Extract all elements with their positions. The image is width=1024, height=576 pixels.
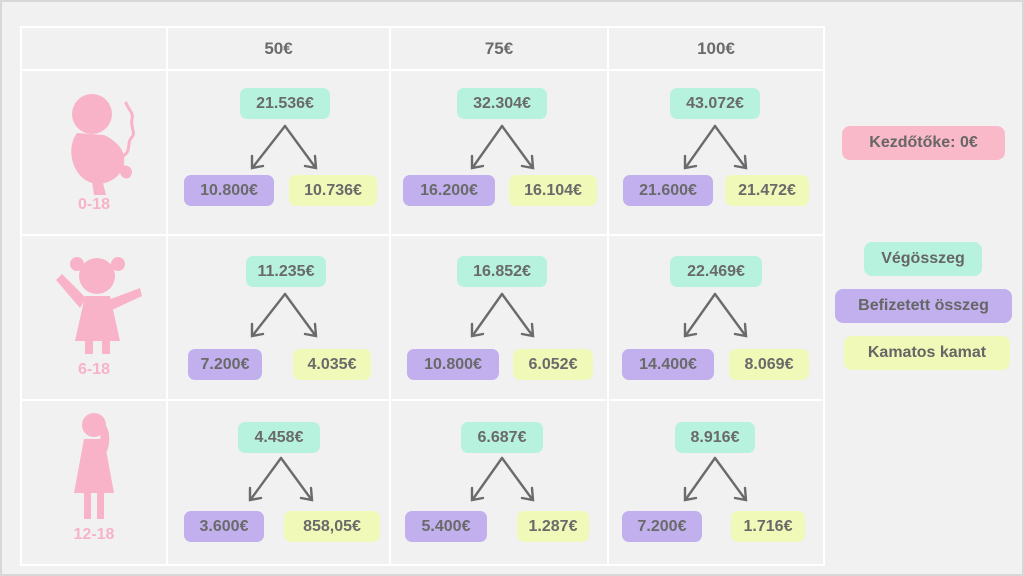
table-row-6-18: 6-18 11.235€ 7.200€ 4.035€ 16.852€ xyxy=(20,234,825,401)
paid-pill: 21.600€ xyxy=(623,175,713,206)
interest-pill: 21.472€ xyxy=(725,175,809,206)
interest-pill: 1.716€ xyxy=(731,511,805,542)
paid-pill: 7.200€ xyxy=(622,511,702,542)
paid-pill: 3.600€ xyxy=(184,511,264,542)
total-pill: 16.852€ xyxy=(457,256,547,287)
girl-icon xyxy=(74,413,114,519)
initial-capital-badge: Kezdőtőke: 0€ xyxy=(842,126,1005,160)
total-pill: 21.536€ xyxy=(240,88,330,119)
child-icon xyxy=(56,257,142,354)
value-cell: 43.072€ 21.600€ 21.472€ xyxy=(607,69,825,236)
table-row-0-18: 0-18 21.536€ 10.800€ 10.736€ 32.304€ xyxy=(20,69,825,236)
split-arrows-icon xyxy=(470,292,535,338)
value-cell: 4.458€ 3.600€ 858,05€ xyxy=(166,399,391,566)
value-cell: 32.304€ 16.200€ 16.104€ xyxy=(389,69,609,236)
value-cell: 22.469€ 14.400€ 8.069€ xyxy=(607,234,825,401)
total-pill: 4.458€ xyxy=(238,422,320,453)
total-pill: 6.687€ xyxy=(461,422,543,453)
interest-pill: 4.035€ xyxy=(293,349,371,380)
age-label: 6-18 xyxy=(77,361,111,378)
column-header-50: 50€ xyxy=(264,39,293,58)
total-pill: 32.304€ xyxy=(457,88,547,119)
corner-cell xyxy=(20,26,168,71)
paid-pill: 14.400€ xyxy=(622,349,714,380)
column-header: 100€ xyxy=(607,26,825,71)
total-pill: 11.235€ xyxy=(246,256,326,287)
paid-pill: 10.800€ xyxy=(407,349,499,380)
value-cell: 16.852€ 10.800€ 6.052€ xyxy=(389,234,609,401)
paid-pill: 7.200€ xyxy=(188,349,262,380)
split-arrows-icon xyxy=(683,456,748,502)
age-label: 12-18 xyxy=(73,526,115,543)
split-arrows-icon xyxy=(683,292,748,338)
header-row: 50€ 75€ 100€ xyxy=(20,26,825,71)
value-cell: 6.687€ 5.400€ 1.287€ xyxy=(389,399,609,566)
value-cell: 21.536€ 10.800€ 10.736€ xyxy=(166,69,391,236)
age-cell: 6-18 xyxy=(20,234,168,401)
split-arrows-icon xyxy=(250,292,318,338)
split-arrows-icon xyxy=(248,456,314,502)
column-header: 50€ xyxy=(166,26,391,71)
legend-total: Végösszeg xyxy=(864,242,982,276)
interest-pill: 10.736€ xyxy=(289,175,377,206)
split-arrows-icon xyxy=(250,124,318,170)
split-arrows-icon xyxy=(683,124,748,170)
total-pill: 22.469€ xyxy=(670,256,762,287)
table-row-12-18: 12-18 4.458€ 3.600€ 858,05€ 6.687€ xyxy=(20,399,825,566)
value-cell: 11.235€ 7.200€ 4.035€ xyxy=(166,234,391,401)
savings-table: 50€ 75€ 100€ xyxy=(20,26,825,566)
total-pill: 43.072€ xyxy=(670,88,760,119)
paid-pill: 16.200€ xyxy=(403,175,495,206)
split-arrows-icon xyxy=(470,456,535,502)
interest-pill: 6.052€ xyxy=(513,349,593,380)
column-header: 75€ xyxy=(389,26,609,71)
split-arrows-icon xyxy=(470,124,535,170)
column-header-100: 100€ xyxy=(697,39,735,58)
age-cell: 0-18 xyxy=(20,69,168,236)
legend-paid: Befizetett összeg xyxy=(835,289,1012,323)
total-pill: 8.916€ xyxy=(675,422,755,453)
age-label: 0-18 xyxy=(77,196,111,213)
paid-pill: 10.800€ xyxy=(184,175,274,206)
age-cell: 12-18 xyxy=(20,399,168,566)
interest-pill: 16.104€ xyxy=(509,175,597,206)
interest-pill: 8.069€ xyxy=(729,349,809,380)
column-header-75: 75€ xyxy=(484,39,514,58)
interest-pill: 858,05€ xyxy=(284,511,380,542)
value-cell: 8.916€ 7.200€ 1.716€ xyxy=(607,399,825,566)
paid-pill: 5.400€ xyxy=(405,511,487,542)
interest-pill: 1.287€ xyxy=(517,511,589,542)
baby-icon xyxy=(71,94,135,195)
legend-interest: Kamatos kamat xyxy=(844,336,1010,370)
